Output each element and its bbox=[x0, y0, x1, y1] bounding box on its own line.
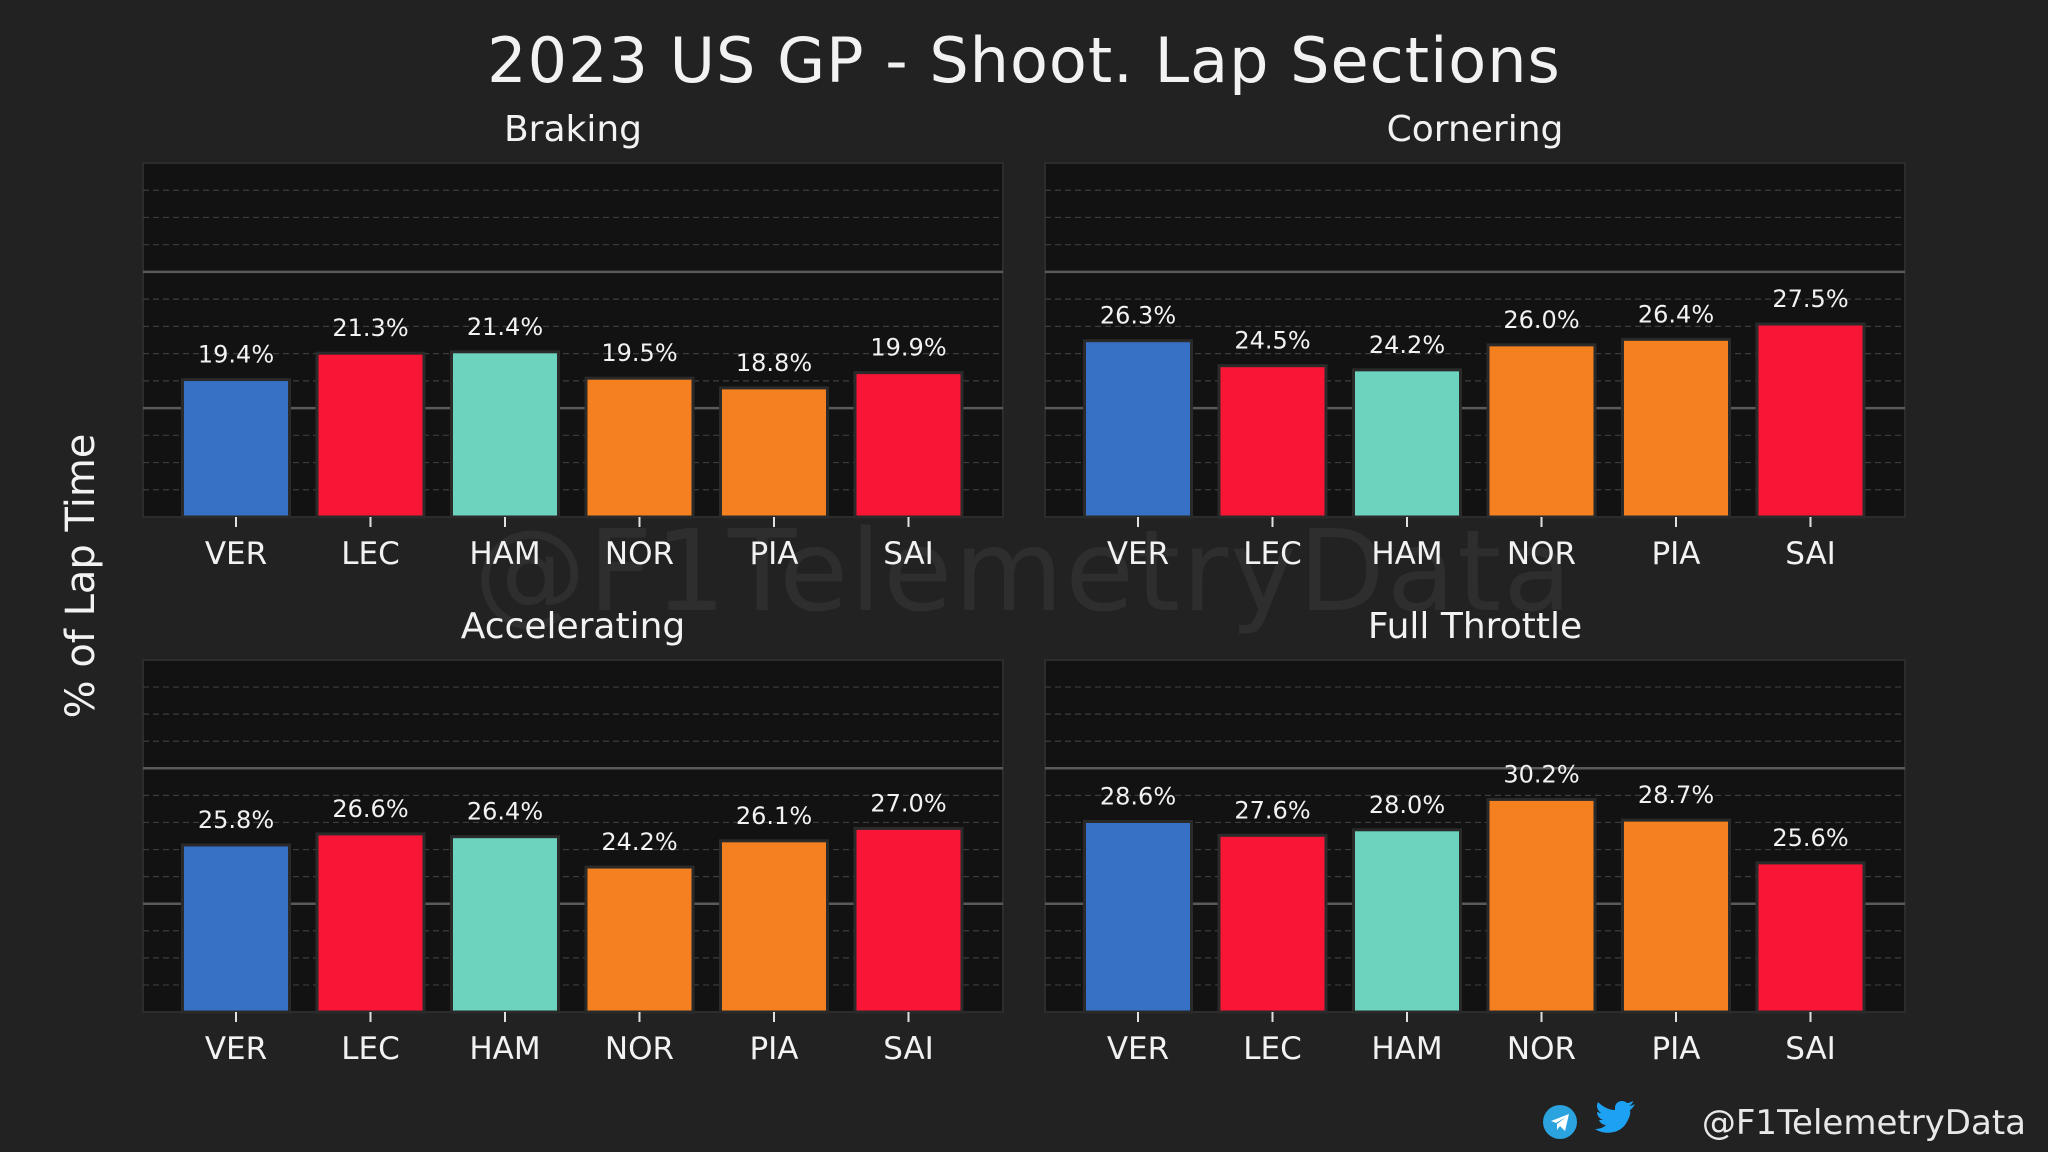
bar-nor[interactable] bbox=[584, 865, 695, 1014]
x-tick-label-ham: HAM bbox=[469, 536, 540, 572]
data-label-sai: 27.0% bbox=[870, 789, 946, 817]
bar-nor[interactable] bbox=[1486, 343, 1597, 519]
data-label-lec: 27.6% bbox=[1234, 796, 1310, 824]
x-tick-label-ham: HAM bbox=[1371, 536, 1442, 572]
x-tick-label-pia: PIA bbox=[1651, 1031, 1700, 1067]
x-tick-label-pia: PIA bbox=[1651, 536, 1700, 572]
bar-pia[interactable] bbox=[719, 839, 829, 1014]
bar-lec[interactable] bbox=[1217, 833, 1328, 1014]
bar-pia[interactable] bbox=[1621, 818, 1731, 1014]
data-label-ham: 26.4% bbox=[467, 798, 543, 826]
panel-title: Cornering bbox=[1387, 109, 1564, 150]
footer-handle[interactable]: @F1TelemetryData bbox=[1702, 1103, 2026, 1143]
data-label-pia: 26.4% bbox=[1638, 300, 1714, 328]
data-label-pia: 28.7% bbox=[1638, 781, 1714, 809]
data-label-sai: 19.9% bbox=[870, 334, 946, 362]
panel-title: Braking bbox=[504, 109, 642, 150]
data-label-lec: 24.5% bbox=[1234, 327, 1310, 355]
panel-full-throttle: Full Throttle 28.6% VER 27.6% LEC 28.0% HAM 30.… bbox=[1044, 606, 1906, 1067]
x-tick-label-lec: LEC bbox=[341, 536, 400, 572]
bar-sai[interactable] bbox=[1755, 322, 1866, 519]
data-label-ham: 21.4% bbox=[467, 313, 543, 341]
bar-ham[interactable] bbox=[450, 350, 560, 519]
chart-title: 2023 US GP - Shoot. Lap Sections bbox=[487, 24, 1561, 97]
data-label-pia: 18.8% bbox=[736, 349, 812, 377]
telegram-icon[interactable] bbox=[1543, 1105, 1577, 1139]
bar-pia[interactable] bbox=[719, 386, 829, 519]
bar-ham[interactable] bbox=[450, 835, 560, 1014]
bar-ver[interactable] bbox=[1083, 820, 1193, 1014]
x-tick-label-nor: NOR bbox=[605, 536, 674, 572]
y-axis-label: % of Lap Time bbox=[58, 434, 104, 719]
x-tick-label-lec: LEC bbox=[1243, 536, 1302, 572]
bar-lec[interactable] bbox=[315, 832, 426, 1014]
data-label-ham: 28.0% bbox=[1369, 791, 1445, 819]
data-label-nor: 30.2% bbox=[1503, 760, 1579, 788]
data-label-pia: 26.1% bbox=[736, 802, 812, 830]
x-tick-label-pia: PIA bbox=[749, 536, 798, 572]
data-label-nor: 24.2% bbox=[601, 828, 677, 856]
bar-ver[interactable] bbox=[181, 843, 291, 1014]
data-label-ver: 26.3% bbox=[1100, 302, 1176, 330]
x-tick-label-ham: HAM bbox=[469, 1031, 540, 1067]
x-tick-label-lec: LEC bbox=[341, 1031, 400, 1067]
bar-ver[interactable] bbox=[1083, 339, 1193, 519]
x-tick-label-ver: VER bbox=[205, 536, 267, 572]
data-label-sai: 25.6% bbox=[1772, 824, 1848, 852]
panel-braking: Braking 19.4% VER 21.3% LEC 21.4% HAM 19.5% NOR 1… bbox=[142, 109, 1004, 572]
watermark: @F1TelemetryData bbox=[474, 507, 1574, 637]
x-tick-label-ham: HAM bbox=[1371, 1031, 1442, 1067]
data-label-ver: 19.4% bbox=[198, 341, 274, 369]
bar-ham[interactable] bbox=[1352, 368, 1462, 519]
footer: @F1TelemetryData bbox=[1543, 1100, 2026, 1143]
panel-accelerating: Accelerating 25.8% VER 26.6% LEC 26.4% HAM 24.2… bbox=[142, 606, 1004, 1067]
data-label-nor: 26.0% bbox=[1503, 306, 1579, 334]
x-tick-label-lec: LEC bbox=[1243, 1031, 1302, 1067]
twitter-icon[interactable] bbox=[1595, 1100, 1635, 1133]
bar-pia[interactable] bbox=[1621, 337, 1731, 519]
x-tick-label-pia: PIA bbox=[749, 1031, 798, 1067]
x-tick-label-nor: NOR bbox=[1507, 536, 1576, 572]
x-tick-label-ver: VER bbox=[1107, 536, 1169, 572]
data-label-nor: 19.5% bbox=[601, 339, 677, 367]
x-tick-label-nor: NOR bbox=[1507, 1031, 1576, 1067]
x-tick-label-sai: SAI bbox=[1785, 536, 1836, 572]
bar-nor[interactable] bbox=[584, 376, 695, 519]
data-label-lec: 21.3% bbox=[332, 314, 408, 342]
data-label-ham: 24.2% bbox=[1369, 331, 1445, 359]
chart-panels: Braking 19.4% VER 21.3% LEC 21.4% HAM 19.5% NOR 1… bbox=[142, 109, 1906, 1067]
bar-sai[interactable] bbox=[853, 371, 964, 519]
x-tick-label-sai: SAI bbox=[883, 536, 934, 572]
x-tick-label-ver: VER bbox=[205, 1031, 267, 1067]
panel-title: Full Throttle bbox=[1368, 606, 1582, 647]
data-label-sai: 27.5% bbox=[1772, 285, 1848, 313]
bar-lec[interactable] bbox=[1217, 364, 1328, 519]
bar-ver[interactable] bbox=[181, 378, 291, 519]
bar-sai[interactable] bbox=[1755, 861, 1866, 1014]
data-label-lec: 26.6% bbox=[332, 795, 408, 823]
x-tick-label-sai: SAI bbox=[1785, 1031, 1836, 1067]
x-tick-label-sai: SAI bbox=[883, 1031, 934, 1067]
bar-lec[interactable] bbox=[315, 351, 426, 519]
bar-sai[interactable] bbox=[853, 826, 964, 1014]
bar-ham[interactable] bbox=[1352, 828, 1462, 1014]
x-tick-label-nor: NOR bbox=[605, 1031, 674, 1067]
data-label-ver: 28.6% bbox=[1100, 783, 1176, 811]
x-tick-label-ver: VER bbox=[1107, 1031, 1169, 1067]
panel-cornering: Cornering 26.3% VER 24.5% LEC 24.2% HAM 26.0% NO… bbox=[1044, 109, 1906, 572]
data-label-ver: 25.8% bbox=[198, 806, 274, 834]
bar-nor[interactable] bbox=[1486, 797, 1597, 1014]
panel-title: Accelerating bbox=[461, 606, 686, 647]
